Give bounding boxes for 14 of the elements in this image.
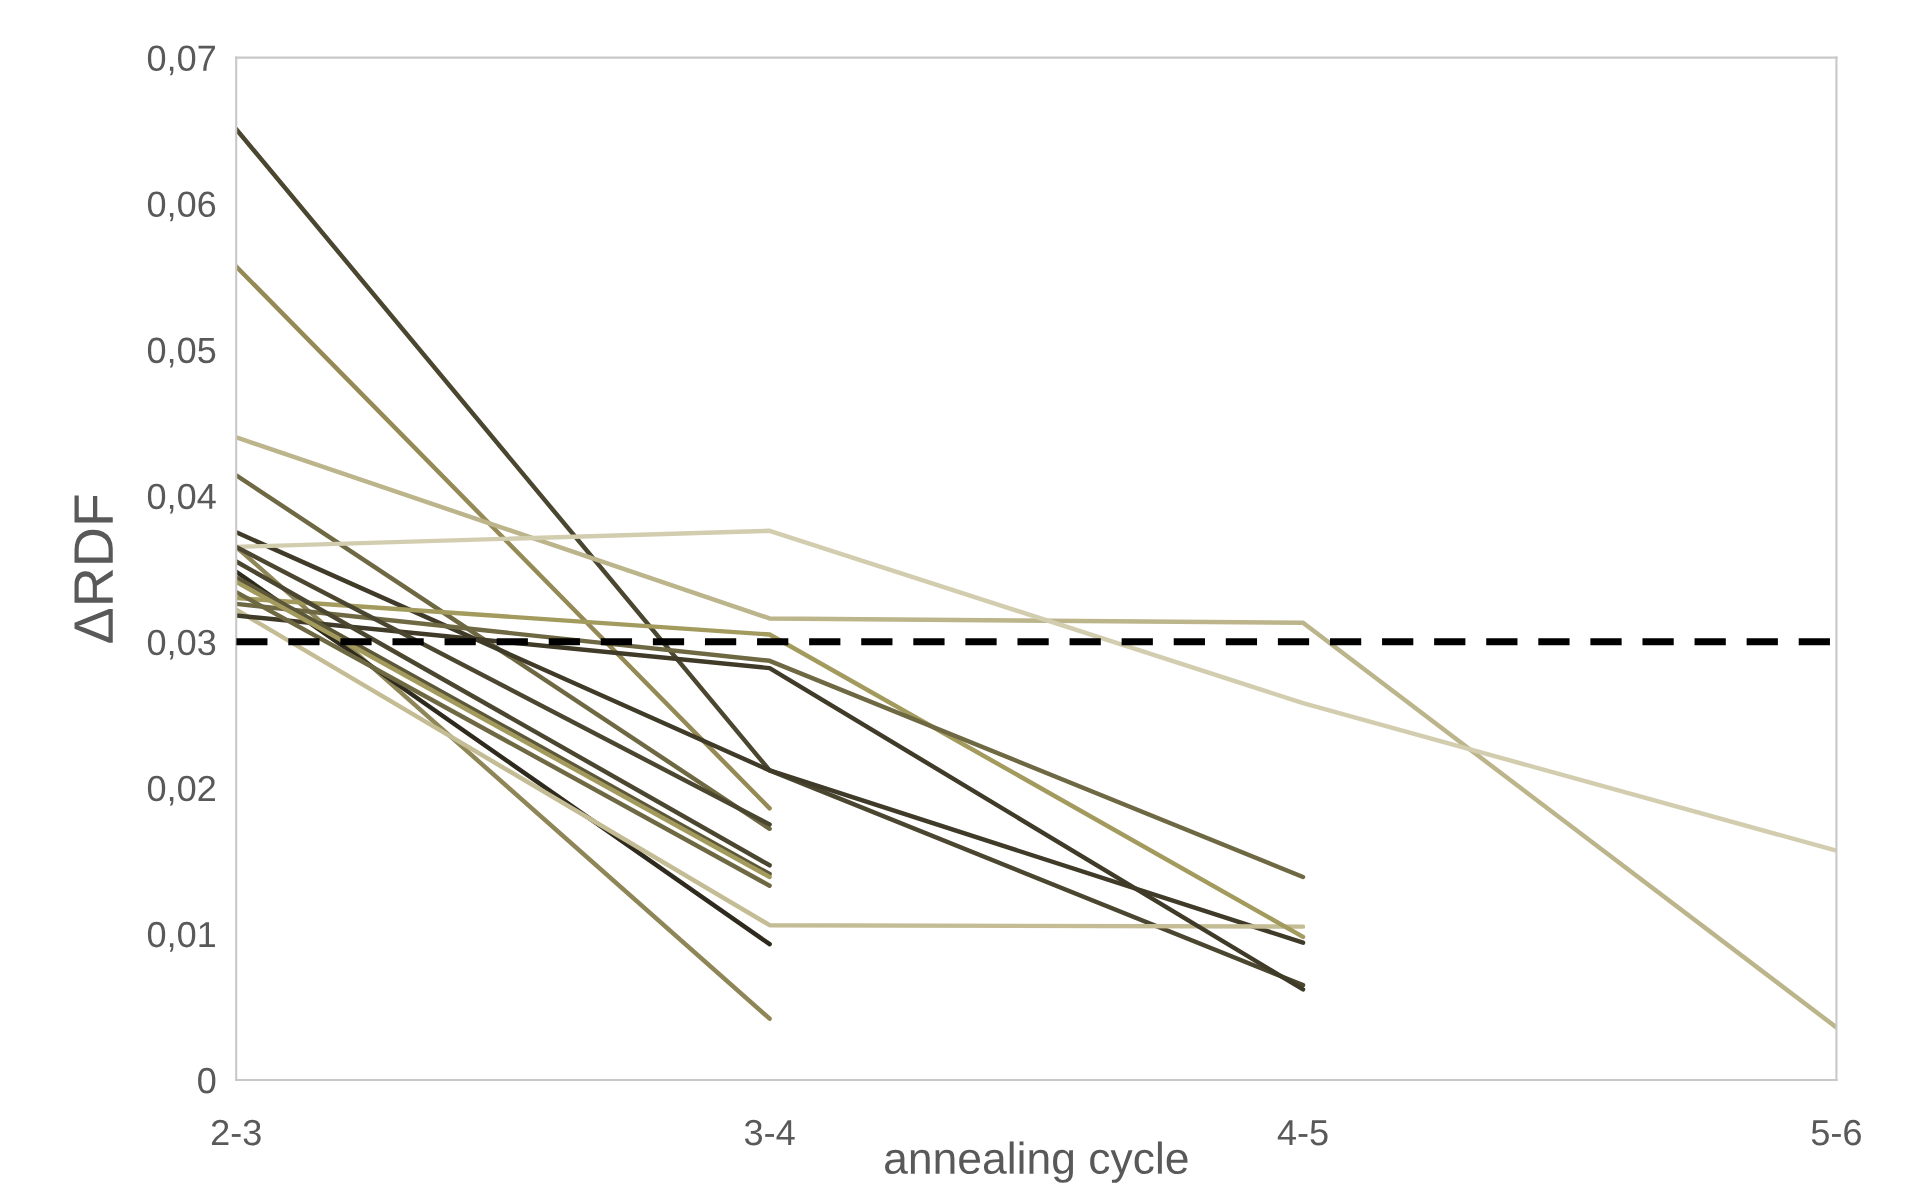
y-tick-label: 0,01 <box>147 921 216 952</box>
x-tick-label: 2-3 <box>211 1119 261 1146</box>
x-axis-title: annealing cycle <box>885 1141 1188 1183</box>
x-tick-label: 3-4 <box>744 1119 795 1146</box>
y-tick-label: 0,05 <box>147 337 216 368</box>
y-tick-label: 0,07 <box>147 45 215 76</box>
x-tick-label: 4-5 <box>1277 1120 1328 1146</box>
y-tick-label: 0,06 <box>147 191 216 222</box>
y-tick-label: 0,04 <box>147 483 216 514</box>
y-tick-label: 0 <box>198 1067 216 1094</box>
y-axis-title: ΔRDF <box>74 495 113 643</box>
y-tick-label: 0,03 <box>147 629 216 660</box>
x-tick-label: 5-6 <box>1811 1119 1861 1146</box>
y-tick-label: 0,02 <box>147 775 215 806</box>
